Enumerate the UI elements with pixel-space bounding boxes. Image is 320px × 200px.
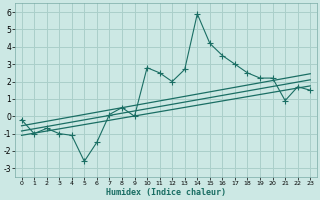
X-axis label: Humidex (Indice chaleur): Humidex (Indice chaleur) (106, 188, 226, 197)
